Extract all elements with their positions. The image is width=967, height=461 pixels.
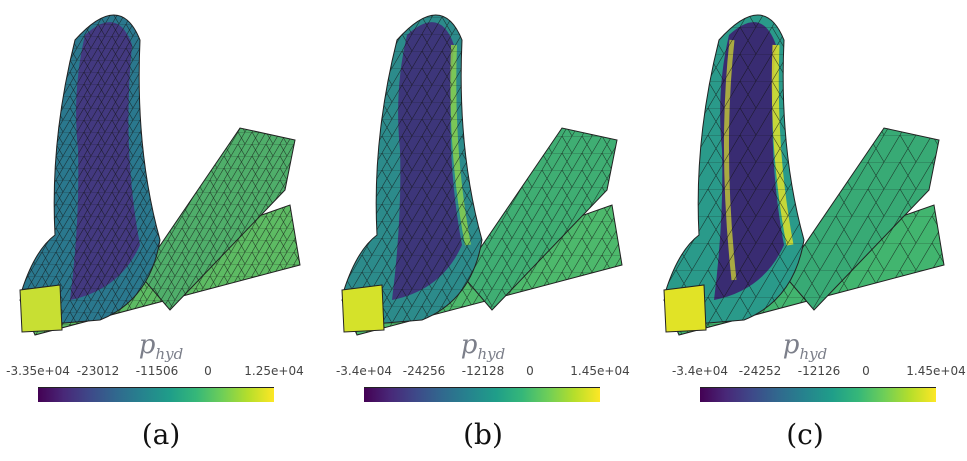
colorbar-symbol-sub: hyd <box>477 345 506 363</box>
colorbar-tick: -12128 <box>461 364 505 378</box>
panel-caption: (c) <box>786 418 824 451</box>
colorbar <box>700 387 936 402</box>
colorbar-tick: -11506 <box>135 364 179 378</box>
colorbar-ticks: -3.4e+04 -24256 -12128 0 1.45e+04 <box>336 364 630 380</box>
colorbar-tick: 0 <box>204 364 212 378</box>
mesh-render <box>663 14 945 336</box>
colorbar-tick: 1.25e+04 <box>244 364 304 378</box>
colorbar-tick: 0 <box>526 364 534 378</box>
colorbar-ticks: -3.35e+04 -23012 -11506 0 1.25e+04 <box>6 364 304 380</box>
colorbar-tick: -3.4e+04 <box>671 364 729 378</box>
colorbar-title: phyd <box>644 330 966 363</box>
colorbar <box>364 387 600 402</box>
colorbar-tick: -3.35e+04 <box>6 364 70 378</box>
colorbar <box>38 387 274 402</box>
colorbar-tick: -3.4e+04 <box>335 364 393 378</box>
colorbar-symbol: p <box>460 330 478 360</box>
colorbar-symbol-sub: hyd <box>799 345 828 363</box>
colorbar-title: phyd <box>322 330 644 363</box>
colorbar-tick: -23012 <box>76 364 120 378</box>
colorbar-symbol: p <box>138 330 156 360</box>
mesh-render <box>19 14 301 336</box>
colorbar-tick: 0 <box>862 364 870 378</box>
colorbar-tick: -12126 <box>797 364 841 378</box>
colorbar-symbol-sub: hyd <box>155 345 184 363</box>
colorbar-tick: 1.45e+04 <box>906 364 966 378</box>
colorbar-symbol: p <box>782 330 800 360</box>
colorbar-tick: 1.45e+04 <box>570 364 630 378</box>
panel-caption: (b) <box>463 418 503 451</box>
colorbar-title: phyd <box>0 330 322 363</box>
mesh-render <box>341 14 623 336</box>
panel-a: phyd -3.35e+04 -23012 -11506 0 1.25e+04 … <box>0 0 322 461</box>
panel-c: phyd -3.4e+04 -24252 -12126 0 1.45e+04 (… <box>644 0 966 461</box>
colorbar-tick: -24252 <box>738 364 782 378</box>
colorbar-ticks: -3.4e+04 -24252 -12126 0 1.45e+04 <box>672 364 966 380</box>
panel-caption: (a) <box>141 418 181 451</box>
panel-b: phyd -3.4e+04 -24256 -12128 0 1.45e+04 (… <box>322 0 644 461</box>
colorbar-tick: -24256 <box>402 364 446 378</box>
